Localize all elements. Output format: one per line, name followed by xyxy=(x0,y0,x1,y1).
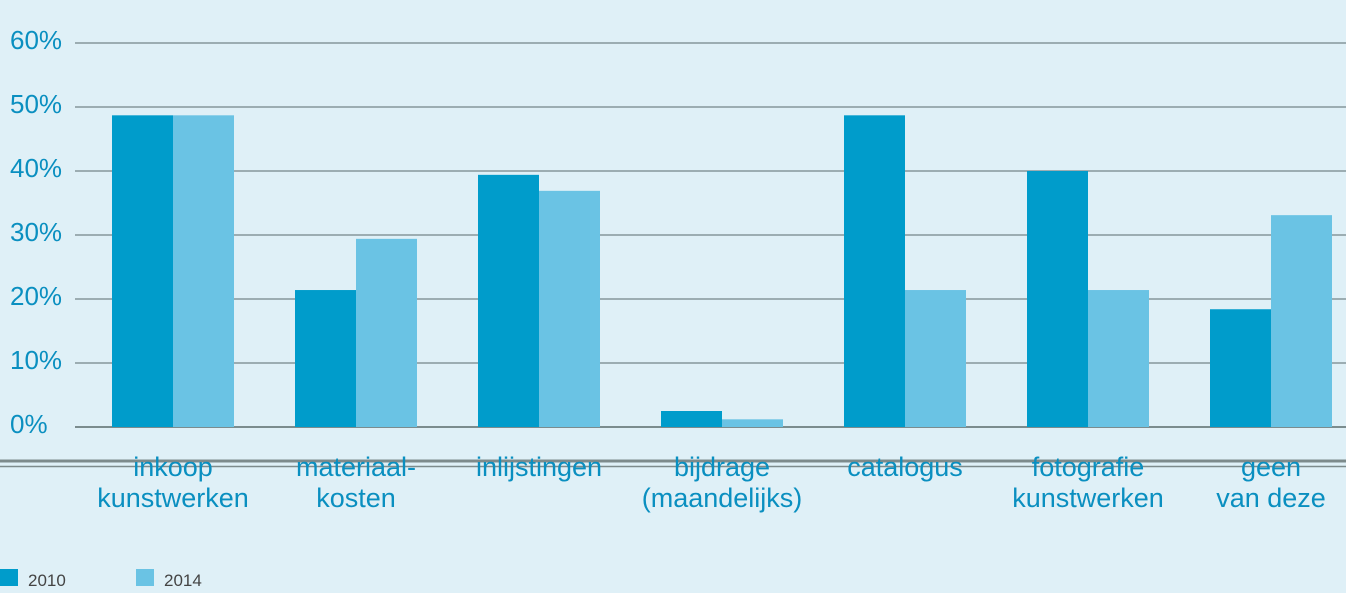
legend-label: 2014 xyxy=(164,571,202,590)
bar xyxy=(722,419,783,427)
x-tick-label: inlijstingen xyxy=(476,452,602,482)
x-tick-label-line: (maandelijks) xyxy=(642,483,803,513)
y-tick-label: 60% xyxy=(10,25,62,55)
x-tick-label-line: inlijstingen xyxy=(476,452,602,482)
x-tick-label-line: catalogus xyxy=(847,452,963,482)
x-tick-label: geen van deze xyxy=(1216,452,1326,513)
x-tick-label: fotografie kunstwerken xyxy=(1012,452,1164,513)
y-tick-label: 20% xyxy=(10,281,62,311)
bar xyxy=(112,115,173,427)
y-tick-label: 40% xyxy=(10,153,62,183)
x-tick-label-line: kosten xyxy=(316,483,396,513)
bar xyxy=(661,411,722,427)
x-tick-label-line: kunstwerken xyxy=(97,483,249,513)
x-tick-label: inkoop kunstwerken xyxy=(97,452,249,513)
bar xyxy=(478,174,539,427)
y-tick-label: 50% xyxy=(10,89,62,119)
x-tick-label: bijdrage (maandelijks) xyxy=(642,452,803,513)
legend-label: 2010 xyxy=(28,571,66,590)
x-tick-label-line: geen xyxy=(1241,452,1301,482)
bar xyxy=(1027,171,1088,427)
bar xyxy=(905,290,966,427)
legend-swatch xyxy=(136,569,154,586)
y-tick-label: 0% xyxy=(10,409,48,439)
bar xyxy=(295,290,356,427)
x-tick-label-line: inkoop xyxy=(133,452,213,482)
bar xyxy=(173,115,234,427)
x-tick-label: materiaal-kosten xyxy=(296,452,416,513)
x-tick-label-line: materiaal- xyxy=(296,452,416,482)
bar xyxy=(1088,290,1149,427)
x-tick-label-line: kunstwerken xyxy=(1012,483,1164,513)
bar xyxy=(1271,215,1332,427)
x-tick-label-line: bijdrage xyxy=(674,452,770,482)
y-tick-label: 30% xyxy=(10,217,62,247)
bar xyxy=(356,238,417,427)
x-tick-label-line: van deze xyxy=(1216,483,1326,513)
bar xyxy=(1210,309,1271,427)
x-tick-label-line: fotografie xyxy=(1032,452,1145,482)
x-tick-label: catalogus xyxy=(847,452,963,482)
legend-swatch xyxy=(0,569,18,586)
bar xyxy=(539,190,600,427)
y-tick-label: 10% xyxy=(10,345,62,375)
bar xyxy=(844,115,905,427)
